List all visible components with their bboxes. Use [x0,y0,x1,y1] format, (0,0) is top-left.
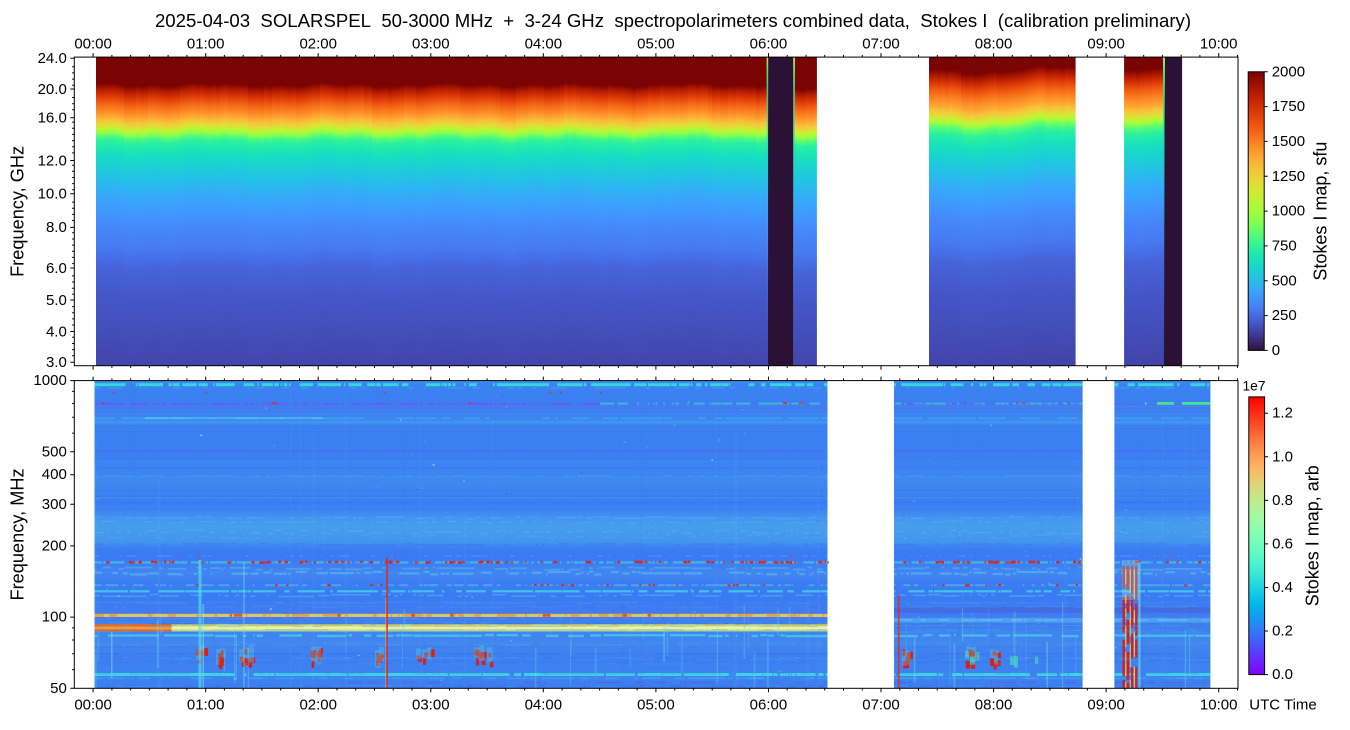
svg-text:1.2: 1.2 [1272,405,1293,422]
svg-text:400: 400 [42,466,67,483]
svg-text:02:00: 02:00 [299,697,337,714]
svg-text:02:00: 02:00 [299,36,337,53]
svg-text:0.2: 0.2 [1272,623,1293,640]
svg-text:750: 750 [1272,237,1297,254]
svg-text:08:00: 08:00 [975,697,1013,714]
svg-text:10:00: 10:00 [1200,697,1238,714]
svg-text:1.0: 1.0 [1272,448,1293,465]
svg-text:10.0: 10.0 [38,186,67,203]
svg-text:09:00: 09:00 [1087,697,1125,714]
svg-text:01:00: 01:00 [187,697,225,714]
svg-text:1000: 1000 [1272,203,1305,220]
svg-text:500: 500 [42,443,67,460]
svg-text:03:00: 03:00 [412,36,450,53]
svg-text:4.0: 4.0 [46,323,67,340]
svg-text:0.8: 0.8 [1272,492,1293,509]
svg-text:3.0: 3.0 [46,354,67,371]
svg-text:06:00: 06:00 [750,697,788,714]
svg-text:10:00: 10:00 [1200,36,1238,53]
svg-text:05:00: 05:00 [637,36,675,53]
svg-text:01:00: 01:00 [187,36,225,53]
svg-text:0.0: 0.0 [1272,666,1293,683]
svg-text:20.0: 20.0 [38,81,67,98]
svg-text:04:00: 04:00 [525,697,563,714]
svg-text:UTC Time: UTC Time [1249,697,1317,714]
svg-text:500: 500 [1272,272,1297,289]
svg-text:03:00: 03:00 [412,697,450,714]
svg-text:0.6: 0.6 [1272,535,1293,552]
svg-text:07:00: 07:00 [862,697,900,714]
svg-text:07:00: 07:00 [862,36,900,53]
svg-text:1e7: 1e7 [1243,379,1266,394]
svg-text:50: 50 [50,680,67,697]
svg-text:08:00: 08:00 [975,36,1013,53]
svg-text:8.0: 8.0 [46,219,67,236]
svg-text:1750: 1750 [1272,98,1305,115]
svg-text:16.0: 16.0 [38,110,67,127]
svg-text:00:00: 00:00 [74,697,112,714]
svg-text:2000: 2000 [1272,63,1305,80]
svg-text:200: 200 [42,537,67,554]
svg-text:24.0: 24.0 [38,50,67,67]
svg-text:00:00: 00:00 [74,36,112,53]
svg-text:0: 0 [1272,342,1280,359]
svg-text:100: 100 [42,609,67,626]
svg-text:2025-04-03 SOLARSPEL 50-3000: 2025-04-03 SOLARSPEL 50-3000 MHz + 3-24 … [155,10,1191,31]
svg-text:250: 250 [1272,307,1297,324]
svg-text:0.4: 0.4 [1272,579,1293,596]
svg-text:Frequency, GHz: Frequency, GHz [8,146,28,277]
svg-text:09:00: 09:00 [1087,36,1125,53]
svg-text:Stokes I map, sfu: Stokes I map, sfu [1311,142,1331,281]
svg-text:5.0: 5.0 [46,292,67,309]
svg-text:300: 300 [42,496,67,513]
svg-text:05:00: 05:00 [637,697,675,714]
svg-text:6.0: 6.0 [46,260,67,277]
svg-text:1500: 1500 [1272,133,1305,150]
svg-text:Frequency, MHz: Frequency, MHz [8,468,28,600]
svg-text:1000: 1000 [33,372,66,389]
svg-text:04:00: 04:00 [525,36,563,53]
svg-text:06:00: 06:00 [750,36,788,53]
svg-text:1250: 1250 [1272,168,1305,185]
svg-text:12.0: 12.0 [38,152,67,169]
svg-text:Stokes I map, arb: Stokes I map, arb [1303,465,1323,606]
